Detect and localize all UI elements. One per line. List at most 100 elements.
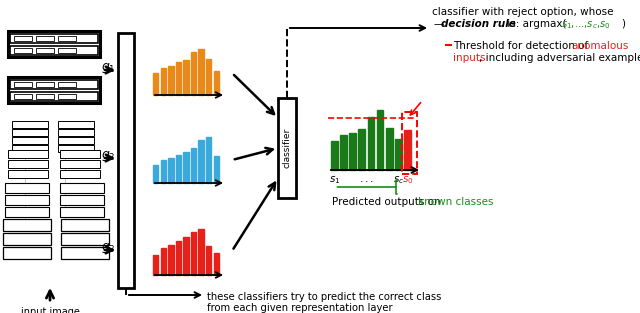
Bar: [60, 207, 104, 217]
Bar: [331, 141, 338, 170]
Bar: [61, 247, 109, 259]
Text: —: —: [434, 19, 447, 29]
Bar: [60, 150, 100, 158]
Bar: [12, 121, 48, 128]
Text: $s_c$: $s_c$: [393, 174, 404, 186]
Bar: [58, 82, 76, 87]
Bar: [214, 156, 219, 183]
Bar: [395, 139, 402, 170]
Bar: [58, 94, 76, 99]
Bar: [60, 183, 104, 193]
Text: Threshold for detection of: Threshold for detection of: [453, 41, 591, 51]
Text: $g_3$: $g_3$: [101, 241, 116, 255]
Bar: [5, 207, 49, 217]
Bar: [168, 66, 173, 95]
Bar: [36, 36, 54, 41]
Bar: [168, 245, 173, 275]
Bar: [153, 165, 159, 183]
Text: inputs: inputs: [453, 53, 486, 63]
Bar: [58, 121, 94, 128]
Bar: [367, 117, 374, 170]
Text: from each given representation layer: from each given representation layer: [207, 303, 392, 313]
Bar: [8, 160, 48, 168]
Bar: [14, 36, 32, 41]
Text: input image: input image: [20, 307, 79, 313]
Bar: [206, 59, 211, 95]
Bar: [377, 110, 383, 170]
Bar: [191, 232, 196, 275]
Bar: [8, 150, 48, 158]
Bar: [198, 49, 204, 95]
Bar: [168, 158, 173, 183]
Bar: [183, 151, 189, 183]
Bar: [176, 155, 181, 183]
Bar: [58, 36, 76, 41]
Bar: [176, 241, 181, 275]
Bar: [61, 233, 109, 245]
Bar: [176, 62, 181, 95]
Text: ): ): [621, 19, 625, 29]
Bar: [12, 129, 48, 136]
Bar: [12, 145, 48, 152]
Bar: [5, 195, 49, 205]
Bar: [191, 148, 196, 183]
Text: $s_1$: $s_1$: [329, 174, 340, 186]
Text: Predicted outputs on: Predicted outputs on: [332, 197, 444, 207]
Bar: [340, 135, 347, 170]
Bar: [10, 92, 98, 101]
Bar: [198, 229, 204, 275]
Bar: [10, 34, 98, 43]
Bar: [402, 112, 417, 174]
Bar: [60, 195, 104, 205]
Bar: [36, 48, 54, 53]
Bar: [206, 246, 211, 275]
Bar: [36, 82, 54, 87]
Bar: [36, 94, 54, 99]
Bar: [5, 183, 49, 193]
Bar: [10, 80, 98, 89]
Bar: [183, 237, 189, 275]
Bar: [58, 129, 94, 136]
Bar: [386, 128, 392, 170]
Bar: [58, 145, 94, 152]
Text: decision rule: decision rule: [441, 19, 516, 29]
Text: $...$: $...$: [359, 174, 374, 184]
Text: $g_1$: $g_1$: [101, 61, 116, 75]
Bar: [349, 132, 356, 170]
Bar: [3, 219, 51, 231]
Bar: [198, 141, 204, 183]
Bar: [14, 94, 32, 99]
Bar: [3, 247, 51, 259]
Bar: [58, 137, 94, 144]
Bar: [58, 48, 76, 53]
Bar: [404, 131, 411, 170]
Bar: [8, 170, 48, 178]
Bar: [8, 31, 100, 57]
Text: known classes: known classes: [418, 197, 493, 207]
Bar: [10, 46, 98, 55]
Text: these classifiers try to predict the correct class: these classifiers try to predict the cor…: [207, 292, 442, 302]
Bar: [60, 170, 100, 178]
Text: classifier with reject option, whose: classifier with reject option, whose: [432, 7, 614, 17]
Text: , including adversarial examples: , including adversarial examples: [479, 53, 640, 63]
Bar: [60, 160, 100, 168]
Bar: [61, 219, 109, 231]
Bar: [118, 33, 134, 288]
Bar: [14, 48, 32, 53]
Text: anomalous: anomalous: [571, 41, 628, 51]
Bar: [8, 77, 100, 103]
Bar: [183, 60, 189, 95]
Bar: [214, 71, 219, 95]
Bar: [153, 255, 159, 275]
Text: $s_0$: $s_0$: [402, 174, 413, 186]
Bar: [191, 52, 196, 95]
Bar: [153, 73, 159, 95]
Text: $g_2$: $g_2$: [102, 149, 116, 163]
Bar: [358, 129, 365, 170]
Bar: [161, 160, 166, 183]
Text: $s_1$,...,$s_c$,$s_0$: $s_1$,...,$s_c$,$s_0$: [561, 19, 611, 31]
Bar: [161, 249, 166, 275]
Text: classifier: classifier: [282, 128, 291, 168]
Bar: [14, 82, 32, 87]
Bar: [161, 68, 166, 95]
